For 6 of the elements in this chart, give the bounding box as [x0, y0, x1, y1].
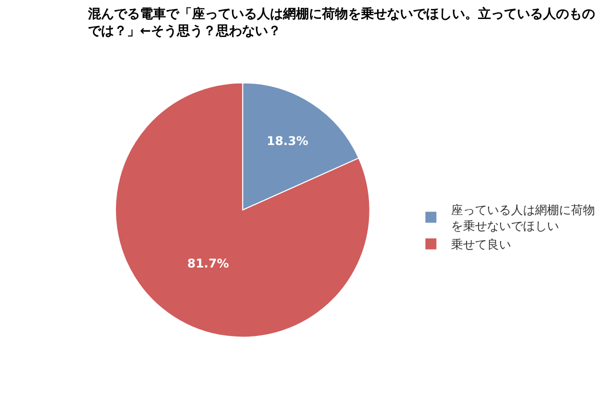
- chart-title: 混んでる電車で「座っている人は網棚に荷物を乗せないでほしい。立っている人のものでは？」←そう思う？思わない？: [87, 6, 595, 39]
- data-label: 18.3%: [266, 134, 308, 148]
- pie-slice: [115, 82, 370, 338]
- data-label: 81.7%: [187, 256, 229, 270]
- legend-label: 乗せて良い: [450, 238, 511, 252]
- legend-label: 座っている人は網棚に荷物を乗せないでほしい: [450, 203, 595, 233]
